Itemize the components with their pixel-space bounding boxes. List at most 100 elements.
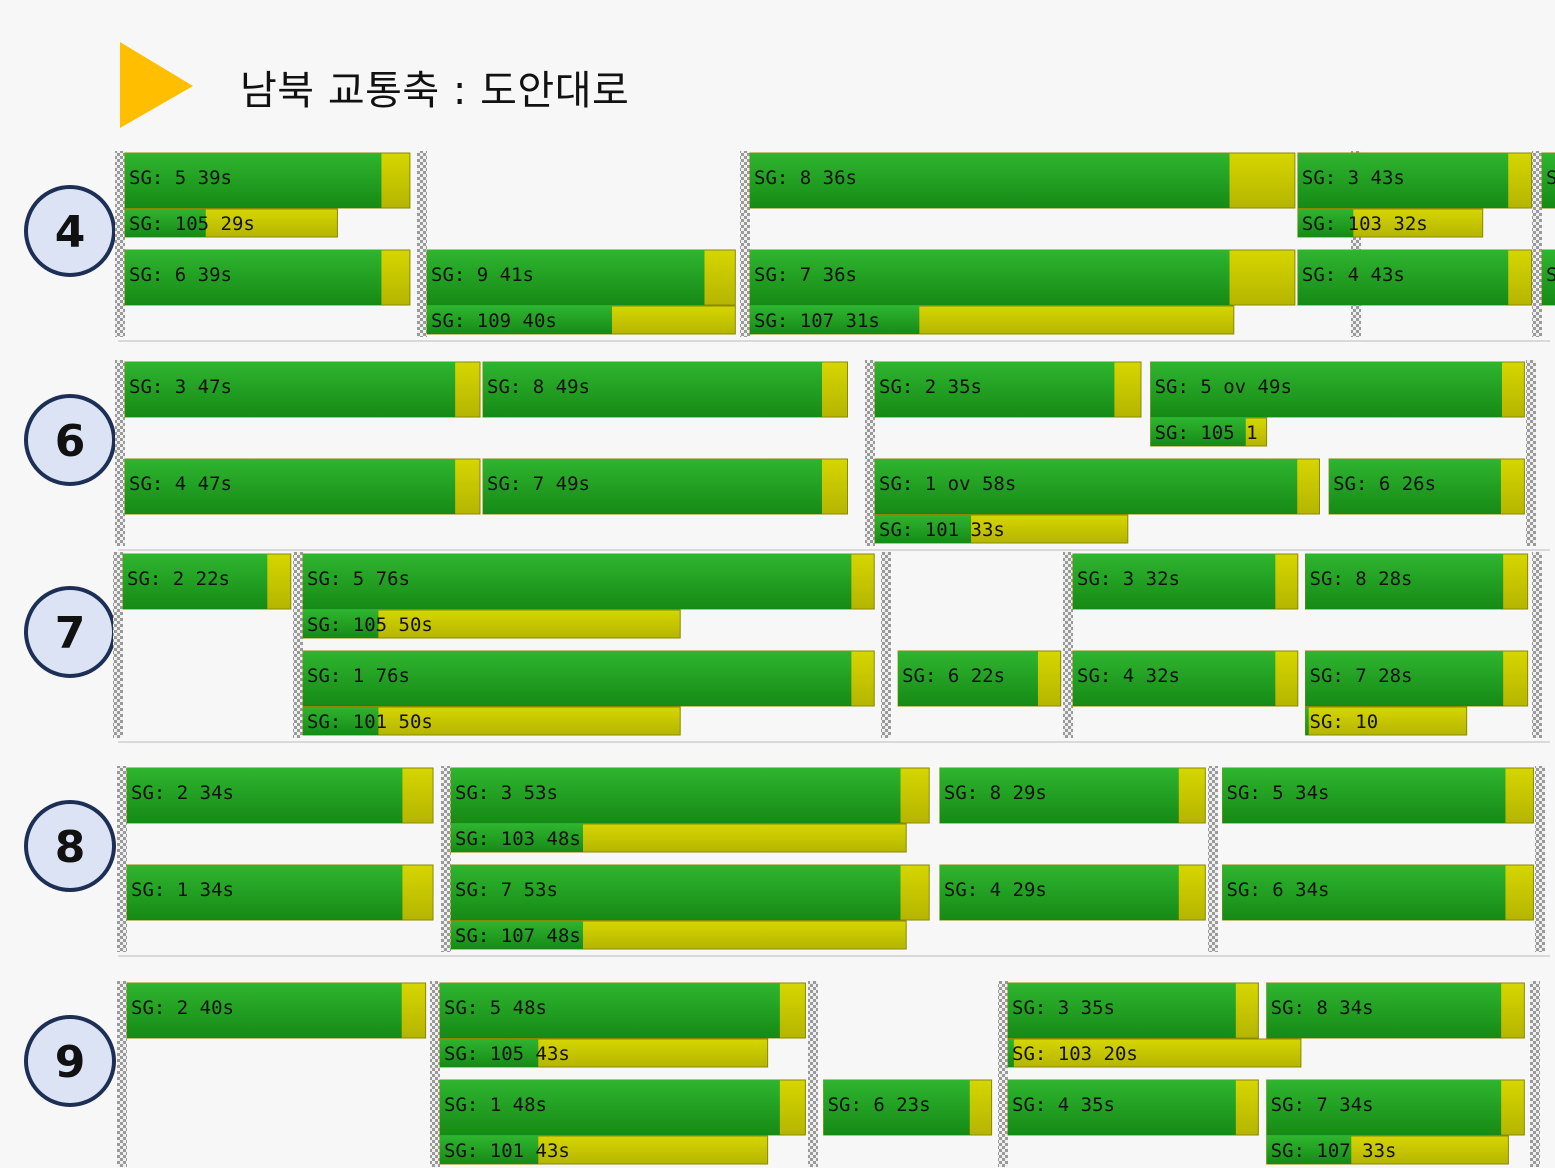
signal-phase-bar[interactable]: SG: 7 28s <box>1305 650 1529 707</box>
signal-phase-bar[interactable]: SG: 2 40s <box>126 982 427 1039</box>
phase-label: SG: 107 33s <box>1271 1140 1397 1162</box>
signal-phase-bar[interactable]: SG: 4 43s <box>1297 249 1533 306</box>
phase-label: SG: 9 41s <box>431 264 534 286</box>
signal-phase-bar[interactable]: SG: 2 35s <box>874 361 1142 418</box>
phase-separator <box>117 981 127 1167</box>
phase-label: SG: 3 35s <box>1012 997 1115 1019</box>
signal-phase-bar[interactable]: SG: 5 48s <box>439 982 806 1039</box>
signal-phase-bar[interactable]: SG: 4 29s <box>939 864 1206 921</box>
play-triangle-icon <box>120 42 193 128</box>
signal-phase-bar[interactable]: SG: 6 34s <box>1222 864 1534 921</box>
signal-phase-bar[interactable]: SG: 2 22s <box>122 553 292 610</box>
green-segment <box>875 459 1298 514</box>
signal-subphase-bar[interactable]: SG: 103 48s <box>450 823 907 853</box>
signal-subphase-bar[interactable]: SG: 107 48s <box>450 920 907 950</box>
phase-separator <box>1526 360 1536 546</box>
green-segment <box>427 306 612 334</box>
green-segment <box>1266 983 1502 1038</box>
signal-subphase-bar[interactable]: SG: 107 31s <box>749 305 1235 335</box>
phase-label: SG: 3 47s <box>129 376 232 398</box>
signal-phase-bar[interactable]: SG: 5 39s <box>124 152 411 209</box>
signal-phase-bar[interactable]: SG: 3 43s <box>1297 152 1533 209</box>
phase-separator <box>1351 151 1361 337</box>
signal-phase-bar[interactable]: SG: 5 34s <box>1222 767 1534 824</box>
green-segment <box>823 1080 970 1135</box>
phase-label: SG: 101 43s <box>444 1140 570 1162</box>
signal-phase-bar[interactable]: SG: 3 35s <box>1007 982 1259 1039</box>
phase-label: SG: 101 50s <box>307 711 433 733</box>
signal-phase-bar[interactable]: SG: 8 36s <box>749 152 1296 209</box>
signal-subphase-bar[interactable]: SG: 105 1 <box>1150 417 1268 447</box>
green-segment <box>1297 209 1354 237</box>
signal-subphase-bar[interactable]: SG: 10 <box>1305 706 1468 736</box>
signal-phase-bar[interactable]: SG: 6 23s <box>823 1079 993 1136</box>
signal-phase-bar[interactable]: SG: 4 47s <box>124 458 481 515</box>
signal-phase-bar[interactable]: SG: 6 26s <box>1328 458 1525 515</box>
signal-subphase-bar[interactable]: SG: 103 20s <box>1007 1038 1302 1068</box>
signal-phase-bar[interactable]: SG: 7 36s <box>749 249 1296 306</box>
green-segment <box>125 209 206 237</box>
signal-subphase-bar[interactable]: SG: 105 50s <box>302 609 681 639</box>
phase-label: SG: 6 23s <box>828 1094 931 1116</box>
signal-phase-bar[interactable]: SG: 2 34s <box>126 767 434 824</box>
green-segment <box>1266 1136 1352 1164</box>
green-segment <box>451 824 584 852</box>
phase-label: SG: 5 39s <box>129 167 232 189</box>
green-segment <box>303 707 379 735</box>
phase-label: SG: 3 53s <box>455 782 558 804</box>
signal-phase-bar[interactable]: SG: 6 22s <box>897 650 1062 707</box>
signal-phase-bar[interactable]: SG: 6 39s <box>124 249 411 306</box>
phase-separator <box>441 766 451 952</box>
green-segment <box>875 362 1115 417</box>
signal-phase-bar[interactable]: SG: 4 32s <box>1072 650 1299 707</box>
signal-phase-bar[interactable]: SG: 4 35s <box>1007 1079 1259 1136</box>
signal-phase-bar[interactable]: SG: 2 22s <box>1541 152 1555 209</box>
signal-phase-bar[interactable]: SG: 3 53s <box>450 767 930 824</box>
signal-phase-bar[interactable]: SG: 7 34s <box>1266 1079 1525 1136</box>
signal-phase-bar[interactable]: SG: 1 22s <box>1541 249 1555 306</box>
signal-phase-bar[interactable]: SG: 1 76s <box>302 650 875 707</box>
signal-phase-bar[interactable]: SG: 8 34s <box>1266 982 1525 1039</box>
phase-label: SG: 5 ov 49s <box>1155 376 1292 398</box>
signal-phase-bar[interactable]: SG: 1 34s <box>126 864 434 921</box>
signal-phase-bar[interactable]: SG: 7 49s <box>482 458 848 515</box>
green-segment <box>750 306 920 334</box>
signal-phase-bar[interactable]: SG: 1 48s <box>439 1079 806 1136</box>
signal-subphase-bar[interactable]: SG: 107 33s <box>1266 1135 1509 1165</box>
phase-label: SG: 7 34s <box>1271 1094 1374 1116</box>
green-segment <box>1305 707 1309 735</box>
phase-separator <box>1535 766 1545 952</box>
phase-label: SG: 107 48s <box>455 925 581 947</box>
phase-label: SG: 8 49s <box>487 376 590 398</box>
signal-subphase-bar[interactable]: SG: 105 29s <box>124 208 338 238</box>
signal-phase-bar[interactable]: SG: 3 32s <box>1072 553 1299 610</box>
signal-phase-bar[interactable]: SG: 9 41s <box>426 249 736 306</box>
signal-phase-bar[interactable]: SG: 8 49s <box>482 361 848 418</box>
signal-subphase-bar[interactable]: SG: 101 43s <box>439 1135 769 1165</box>
signal-phase-bar[interactable]: SG: 7 53s <box>450 864 930 921</box>
phase-separator <box>430 981 440 1167</box>
phase-label: SG: 8 34s <box>1271 997 1374 1019</box>
green-segment <box>939 865 1179 920</box>
phase-separator <box>115 151 125 337</box>
signal-subphase-bar[interactable]: SG: 101 33s <box>874 514 1129 544</box>
signal-phase-bar[interactable]: SG: 5 76s <box>302 553 875 610</box>
signal-subphase-bar[interactable]: SG: 109 40s <box>426 305 736 335</box>
signal-phase-bar[interactable]: SG: 3 47s <box>124 361 481 418</box>
green-segment <box>1297 153 1509 208</box>
signal-subphase-bar[interactable]: SG: 105 43s <box>439 1038 769 1068</box>
green-segment <box>303 651 852 706</box>
green-segment <box>1542 250 1555 305</box>
signal-phase-bar[interactable]: SG: 5 ov 49s <box>1150 361 1525 418</box>
signal-subphase-bar[interactable]: SG: 103 32s <box>1297 208 1484 238</box>
phase-separator <box>865 360 875 546</box>
signal-phase-bar[interactable]: SG: 8 29s <box>939 767 1206 824</box>
green-segment <box>1266 1080 1502 1135</box>
phase-label: SG: 7 36s <box>754 264 857 286</box>
signal-subphase-bar[interactable]: SG: 101 50s <box>302 706 681 736</box>
signal-phase-bar[interactable]: SG: 1 ov 58s <box>874 458 1320 515</box>
phase-label: SG: 101 33s <box>879 519 1005 541</box>
signal-phase-bar[interactable]: SG: 8 28s <box>1305 553 1529 610</box>
green-segment <box>1150 362 1502 417</box>
